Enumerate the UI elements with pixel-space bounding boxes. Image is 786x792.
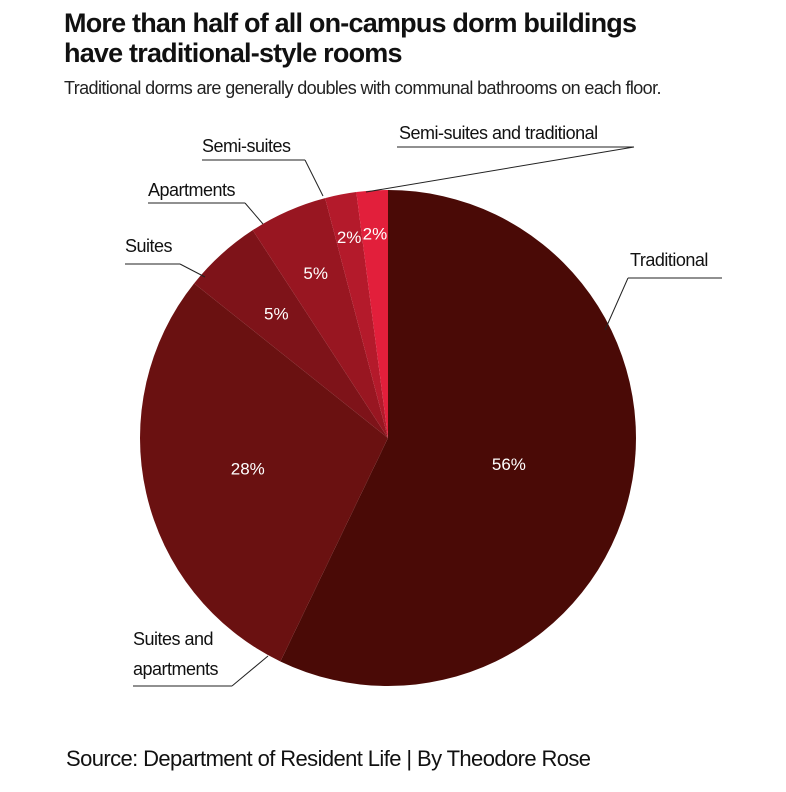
slice-label: 2% — [363, 225, 388, 244]
category-label: Semi-suites and traditional — [399, 123, 598, 143]
category-label: Suites and apartments — [133, 629, 219, 679]
chart-title: More than half of all on-campus dorm bui… — [64, 8, 637, 68]
leader-line — [125, 263, 206, 278]
chart-subtitle: Traditional dorms are generally doubles … — [64, 78, 661, 98]
slice-label: 5% — [264, 304, 289, 323]
slice-label: 28% — [231, 459, 265, 478]
source-note: Source: Department of Resident Life | By… — [66, 746, 591, 771]
slice-label: 2% — [337, 228, 362, 247]
pie-slice — [252, 198, 388, 438]
category-label: Semi-suites — [202, 136, 291, 156]
pie-slice — [194, 230, 388, 438]
category-label: Suites — [125, 236, 173, 256]
leader-line — [365, 146, 635, 193]
category-label: Traditional — [630, 250, 708, 270]
slice-label: 56% — [492, 455, 526, 474]
slice-label: 5% — [303, 264, 328, 283]
pie-slice — [139, 283, 388, 662]
pie-slice — [356, 190, 388, 438]
leader-line — [133, 655, 269, 687]
pie-slice — [325, 192, 388, 438]
leader-line — [148, 202, 264, 225]
pie-slice — [280, 190, 636, 686]
leader-line — [604, 277, 722, 331]
category-label: Apartments — [148, 180, 236, 200]
leader-line — [202, 159, 324, 197]
